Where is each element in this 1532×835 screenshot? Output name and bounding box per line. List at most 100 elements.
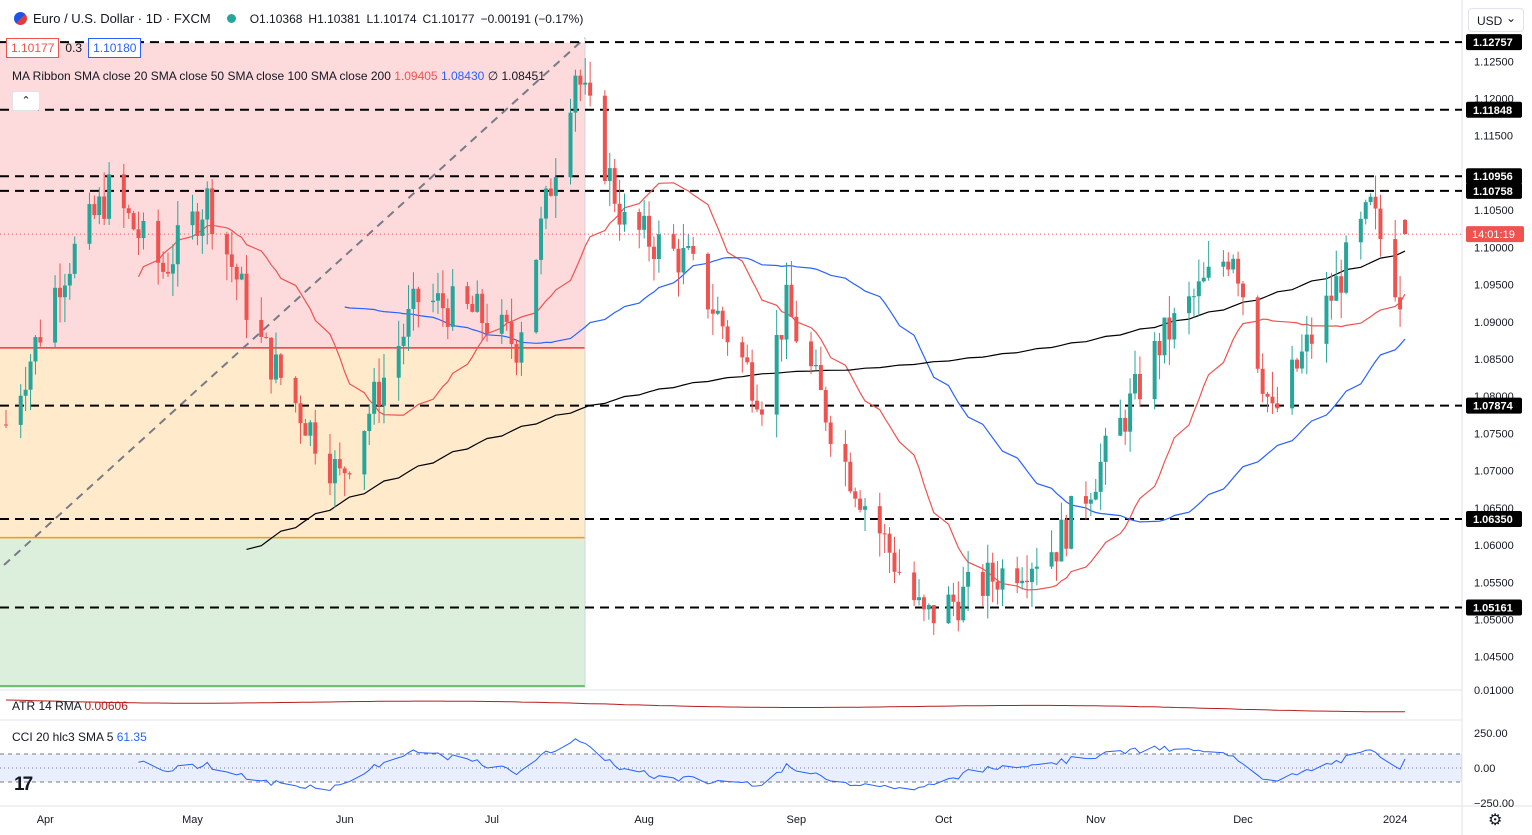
ma-ribbon-legend[interactable]: MA Ribbon SMA close 20 SMA close 50 SMA … [12, 69, 545, 83]
candle-body [165, 271, 170, 274]
candle-body [1299, 351, 1304, 369]
candle-body [1187, 296, 1192, 314]
gear-icon[interactable]: ⚙ [1488, 812, 1503, 829]
cci-tick-label: −250.00 [1474, 798, 1514, 810]
collapse-legend-button[interactable]: ⌃ [12, 91, 40, 111]
candle-body [1020, 580, 1025, 584]
candle-body [740, 342, 745, 358]
candle-body [485, 323, 490, 334]
candle-body [681, 248, 686, 273]
candle-body [818, 365, 823, 390]
candle-body [28, 361, 33, 390]
candle-body [303, 423, 308, 436]
candle-body [656, 234, 661, 259]
candle-body [342, 468, 347, 474]
time-tick-label: Jul [485, 814, 499, 826]
candle-body [715, 310, 720, 314]
sell-price[interactable]: 1.10177 [6, 38, 60, 58]
candle-body [961, 586, 966, 621]
candle-body [1270, 396, 1275, 404]
candle-body [1378, 208, 1383, 240]
candle-body [676, 248, 681, 273]
candle-body [809, 341, 814, 367]
candle-body [396, 345, 401, 378]
candle-body [539, 218, 544, 260]
candle-body [980, 571, 985, 596]
candle-body [887, 533, 892, 553]
level-badge-label: 1.11848 [1473, 105, 1512, 117]
candle-body [917, 597, 922, 601]
candle-body [470, 303, 475, 312]
atr-legend[interactable]: ATR 14 RMA 0.00606 [12, 699, 128, 713]
candle-body [224, 234, 229, 255]
candle-body [298, 403, 303, 424]
candle-body [1275, 403, 1280, 409]
candle-body [337, 459, 342, 469]
price-tick-label: 1.05000 [1474, 615, 1514, 627]
candle-body [372, 381, 377, 414]
candle-body [1241, 283, 1246, 298]
candle-body [190, 211, 195, 226]
candle-body [882, 533, 887, 535]
close-value: C1.10177 [422, 11, 475, 26]
candle-body [205, 188, 210, 220]
cci-legend[interactable]: CCI 20 hlc3 SMA 5 61.35 [12, 730, 147, 744]
candle-body [647, 215, 652, 247]
level-badge [1466, 34, 1522, 51]
candle-body [229, 254, 234, 267]
candle-body [67, 273, 72, 286]
candle-body [1206, 266, 1211, 278]
change-value: −0.00191 (−0.17%) [480, 11, 584, 26]
candle-body [102, 196, 107, 219]
atr-tick-label: 0.01000 [1474, 685, 1514, 697]
candle-body [293, 377, 298, 404]
time-tick-label: 2024 [1383, 814, 1407, 826]
candle-body [514, 344, 519, 363]
candle-body [725, 326, 730, 343]
candle-body [1103, 435, 1108, 462]
candle-body [175, 225, 180, 265]
candle-body [774, 335, 779, 415]
candle-body [97, 196, 102, 216]
candle-body [1201, 277, 1206, 282]
candle-body [1324, 295, 1329, 344]
candle-body [1344, 242, 1349, 293]
candle-body [53, 287, 58, 343]
candle-body [1123, 417, 1128, 432]
candle-body [234, 266, 239, 280]
price-tick-label: 1.04500 [1474, 652, 1514, 664]
time-tick-label: Aug [634, 814, 654, 826]
buy-price[interactable]: 1.10180 [88, 38, 142, 58]
candle-body [1339, 276, 1344, 293]
candle-body [504, 314, 509, 322]
candle-body [858, 498, 863, 510]
candle-body [583, 82, 588, 85]
candle-body [1128, 393, 1133, 432]
candle-body [548, 188, 553, 196]
candle-body [789, 284, 794, 317]
candle-body [156, 220, 161, 263]
sma200-value: 1.08451 [501, 69, 545, 83]
countdown-badge [1466, 226, 1524, 243]
candle-body [161, 262, 166, 272]
currency-selector[interactable]: USD [1468, 6, 1524, 32]
trend-line [3, 37, 586, 566]
candle-body [62, 285, 67, 298]
candle-body [607, 168, 612, 181]
open-value: O1.10368 [249, 11, 303, 26]
candle-body [23, 389, 28, 396]
time-tick-label: May [182, 814, 203, 826]
symbol-title[interactable]: Euro / U.S. Dollar · 1D · FXCM [33, 11, 211, 26]
candle-body [1133, 373, 1138, 394]
candle-body [892, 552, 897, 572]
candle-body [1029, 568, 1034, 583]
candle-body [327, 453, 332, 484]
price-tick-label: 1.09500 [1474, 280, 1514, 292]
level-badge [1466, 599, 1522, 616]
candle-body [1196, 281, 1201, 297]
candle-body [813, 365, 818, 367]
candle-body [622, 212, 627, 225]
candle-body [33, 337, 38, 362]
sma20-line [137, 182, 1406, 591]
